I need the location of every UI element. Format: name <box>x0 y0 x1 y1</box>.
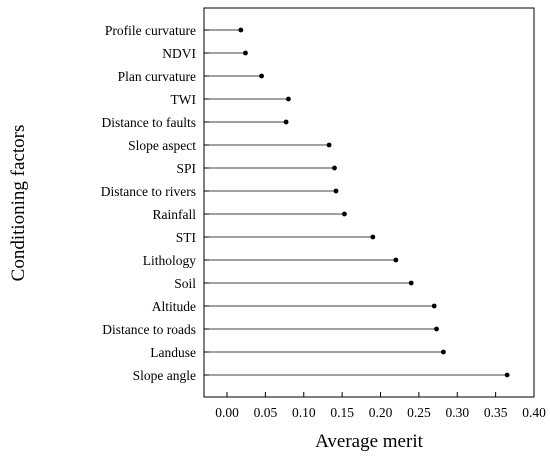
point-profile-curvature <box>238 27 244 33</box>
x-tick-label: 0.25 <box>407 405 431 420</box>
y-tick-label-soil: Soil <box>174 276 196 291</box>
y-tick-label-slope-angle: Slope angle <box>133 368 196 383</box>
y-tick-label-altitude: Altitude <box>152 299 196 314</box>
x-tick-label: 0.10 <box>292 405 316 420</box>
x-tick-label: 0.00 <box>215 405 239 420</box>
y-tick-label-sti: STI <box>176 230 197 245</box>
x-tick-label: 0.30 <box>445 405 469 420</box>
point-distance-to-rivers <box>333 188 339 194</box>
y-tick-label-lithology: Lithology <box>143 253 196 268</box>
point-altitude <box>431 303 437 309</box>
point-landuse <box>441 349 446 355</box>
y-tick-label-profile-curvature: Profile curvature <box>105 23 196 38</box>
point-sti <box>370 234 376 240</box>
x-tick-label: 0.20 <box>369 405 393 420</box>
y-tick-label-rainfall: Rainfall <box>153 207 197 222</box>
y-tick-label-distance-to-faults: Distance to faults <box>102 115 196 130</box>
x-tick-label: 0.05 <box>254 405 278 420</box>
x-axis-ticks: 0.00 0.05 0.10 0.15 0.20 0.25 0.30 0.35 0.40 <box>215 392 546 420</box>
y-tick-label-plan-curvature: Plan curvature <box>118 69 196 84</box>
point-rainfall <box>342 211 347 217</box>
y-tick-label-distance-to-rivers: Distance to rivers <box>101 184 196 199</box>
y-tick-label-spi: SPI <box>176 161 196 176</box>
point-plan-curvature <box>259 73 264 79</box>
x-axis-title: Average merit <box>315 431 424 452</box>
x-tick-label: 0.15 <box>330 405 354 420</box>
point-soil <box>408 280 414 286</box>
point-distance-to-faults <box>283 119 289 125</box>
x-tick-label: 0.35 <box>484 405 508 420</box>
chart-marks <box>204 27 510 378</box>
point-lithology <box>393 257 399 263</box>
y-axis-ticks: Profile curvature NDVI Plan curvature TWI Di… <box>101 23 209 383</box>
point-spi <box>332 165 337 171</box>
point-ndvi <box>243 50 248 56</box>
point-twi <box>286 96 291 102</box>
plot-frame <box>203 7 535 398</box>
y-tick-label-distance-to-roads: Distance to roads <box>102 322 196 337</box>
y-tick-label-landuse: Landuse <box>150 345 196 360</box>
y-axis-title: Conditioning factors <box>8 125 29 282</box>
y-tick-label-twi: TWI <box>171 92 197 107</box>
y-tick-label-ndvi: NDVI <box>162 46 196 61</box>
point-slope-angle <box>504 372 510 378</box>
x-tick-label: 0.40 <box>522 405 546 420</box>
point-distance-to-roads <box>434 326 439 332</box>
point-slope-aspect <box>326 142 332 148</box>
y-tick-label-slope-aspect: Slope aspect <box>128 138 196 153</box>
